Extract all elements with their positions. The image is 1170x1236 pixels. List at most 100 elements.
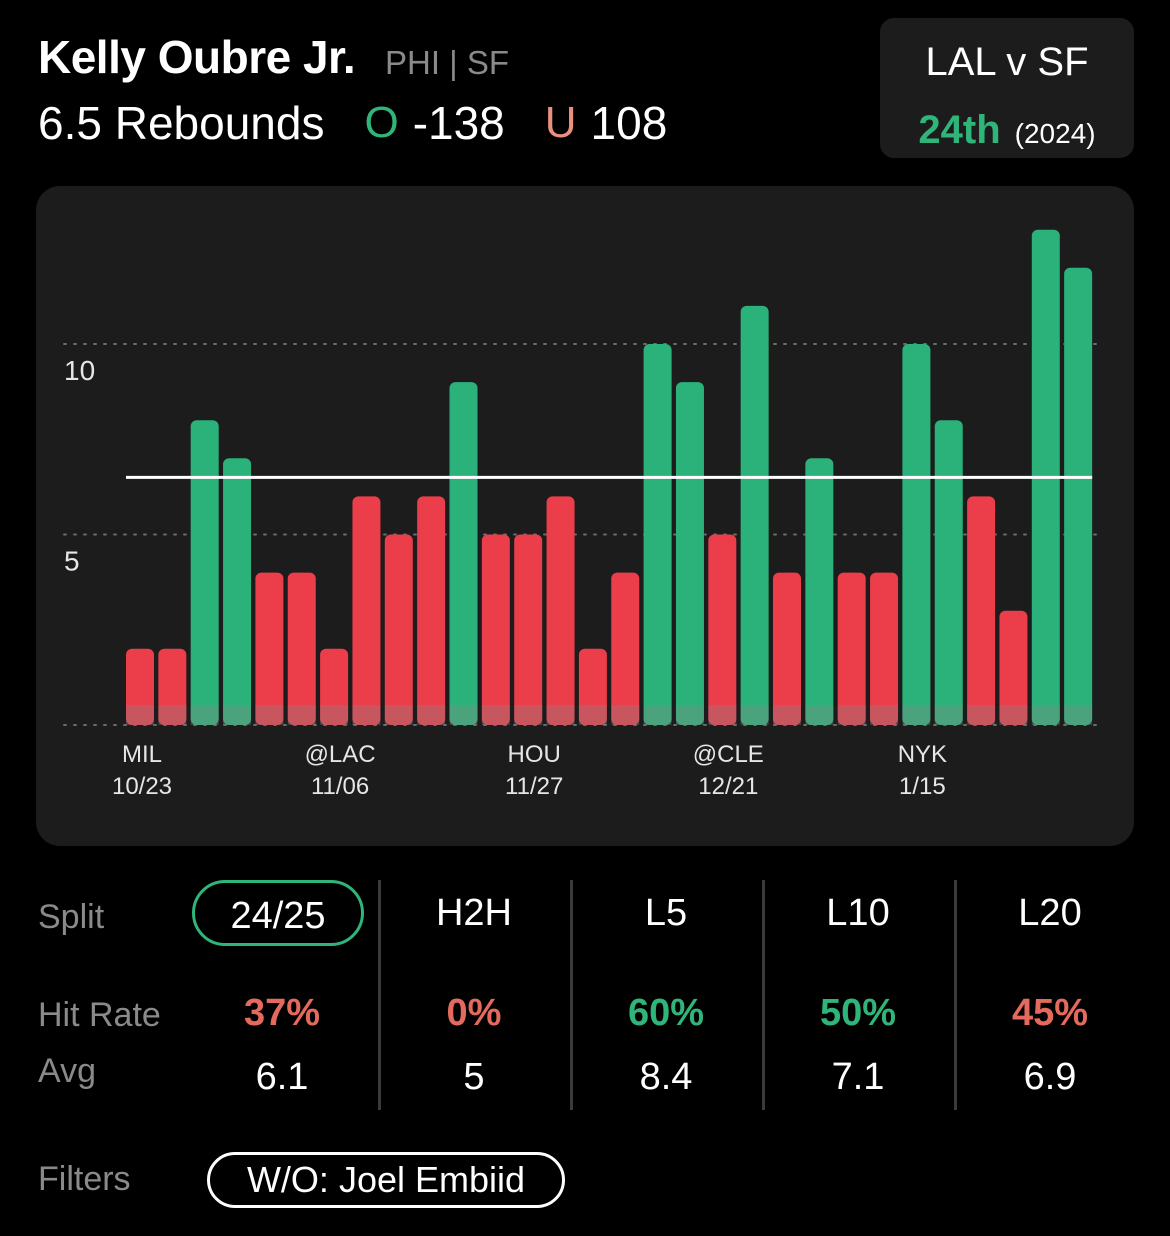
bar-base <box>934 705 963 725</box>
bar <box>546 496 575 725</box>
bar-base <box>287 705 316 725</box>
bar <box>126 648 154 725</box>
bar-base <box>1064 705 1093 725</box>
bar-base <box>384 705 413 725</box>
hit-rate-value: 37% <box>243 992 321 1034</box>
bar <box>1064 267 1093 725</box>
hit-rate-value: 0% <box>446 992 502 1034</box>
over-odds[interactable]: -138 <box>412 97 505 149</box>
x-tick-date: 10/23 <box>112 773 172 800</box>
bar-base <box>126 705 154 725</box>
player-name: Kelly Oubre Jr. <box>38 31 356 83</box>
bar <box>708 534 737 725</box>
bar <box>837 572 866 725</box>
bar <box>417 496 446 725</box>
split-tab-2425[interactable]: 24/25 <box>192 880 364 946</box>
bar <box>190 420 219 725</box>
x-tick-date: 11/27 <box>505 773 563 800</box>
x-tick-date: 1/15 <box>899 773 946 800</box>
x-tick-opponent: NYK <box>898 741 947 768</box>
matchup-box[interactable]: LAL v SF 24th (2024) <box>880 18 1134 158</box>
bar <box>675 382 704 725</box>
bar-base <box>999 705 1028 725</box>
bar <box>223 458 252 725</box>
bar <box>255 572 284 725</box>
bar-base <box>967 705 996 725</box>
rebounds-bar-chart: 5 10 MIL 10/23 @LAC 11/06 HOU 11/27 @CLE 12/21 NYK… <box>63 229 1103 800</box>
bar-base <box>320 705 349 725</box>
bar <box>740 305 769 725</box>
avg-value: 8.4 <box>639 1056 693 1098</box>
split-tab-l20[interactable]: L20 <box>1018 892 1082 934</box>
bar <box>287 572 316 725</box>
player-teams: PHI | SF <box>385 44 510 81</box>
bar <box>934 420 963 725</box>
bar <box>902 344 931 725</box>
row-label-hit-rate: Hit Rate <box>38 996 161 1034</box>
hit-rate-value: 45% <box>1011 992 1089 1034</box>
bar-base <box>352 705 381 725</box>
split-tab-h2h[interactable]: H2H <box>435 892 513 934</box>
bar-base <box>902 705 931 725</box>
bar-base <box>158 705 187 725</box>
bar-base <box>773 705 801 725</box>
bar-base <box>837 705 866 725</box>
avg-value: 6.1 <box>255 1056 309 1098</box>
bar-base <box>417 705 446 725</box>
column-divider <box>378 880 381 1110</box>
matchup-title: LAL v SF <box>925 40 1089 84</box>
split-tab-l10[interactable]: L10 <box>826 892 890 934</box>
bar-base <box>1031 705 1060 725</box>
bar-base <box>708 705 737 725</box>
matchup-rank-row: 24th (2024) <box>880 108 1134 153</box>
column-divider <box>570 880 573 1110</box>
bar <box>320 648 349 725</box>
split-grid: Split Hit Rate Avg 24/25 37% 6.1 H2H 0% … <box>0 880 1170 1120</box>
row-label-split: Split <box>38 898 105 936</box>
y-tick-label: 10 <box>64 355 95 386</box>
x-tick-opponent: MIL <box>122 741 162 768</box>
avg-value: 6.9 <box>1023 1056 1077 1098</box>
under-letter: U <box>544 98 577 147</box>
hit-rate-value: 60% <box>627 992 705 1034</box>
bar-base <box>449 705 478 725</box>
bar-base <box>870 705 899 725</box>
bar <box>352 496 381 725</box>
bar-base <box>643 705 672 725</box>
matchup-year: (2024) <box>1014 118 1096 149</box>
bar <box>158 648 187 725</box>
bar <box>870 572 899 725</box>
filters-label: Filters <box>38 1160 131 1198</box>
bar-base <box>805 705 834 725</box>
bar <box>449 382 478 725</box>
hit-rate-value: 50% <box>819 992 897 1034</box>
bar <box>481 534 510 725</box>
matchup-rank: 24th <box>918 108 1001 152</box>
x-tick-opponent: HOU <box>508 741 561 768</box>
bar <box>611 572 640 725</box>
bar-base <box>611 705 640 725</box>
bar-base <box>190 705 219 725</box>
bar <box>999 610 1028 725</box>
column-divider <box>762 880 765 1110</box>
bar-base <box>740 705 769 725</box>
bar <box>967 496 996 725</box>
filter-chip-without-embiid[interactable]: W/O: Joel Embiid <box>207 1152 565 1208</box>
prop-line-label: 6.5 Rebounds <box>38 97 325 149</box>
bar <box>514 534 543 725</box>
bar <box>805 458 834 725</box>
bar-base <box>223 705 252 725</box>
under-odds[interactable]: 108 <box>590 97 668 149</box>
bar <box>643 344 672 725</box>
bar-base <box>578 705 607 725</box>
x-tick-date: 12/21 <box>698 773 758 800</box>
x-tick-opponent: @LAC <box>305 741 376 768</box>
bar <box>773 572 801 725</box>
bar-base <box>481 705 510 725</box>
avg-value: 5 <box>463 1056 485 1098</box>
over-letter: O <box>364 98 399 147</box>
bar-base <box>514 705 543 725</box>
row-label-avg: Avg <box>38 1052 96 1090</box>
bar-base <box>546 705 575 725</box>
split-tab-l5[interactable]: L5 <box>644 892 688 934</box>
